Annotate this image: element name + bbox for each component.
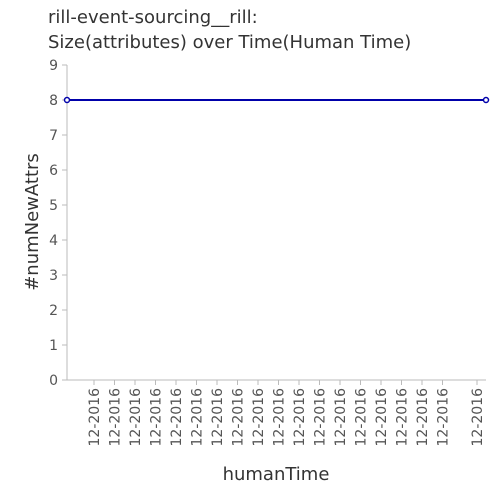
y-tick-label: 1	[49, 338, 58, 354]
y-tick-label: 7	[49, 128, 58, 144]
chart-title-line2: Size(attributes) over Time(Human Time)	[48, 32, 412, 53]
x-tick-label: 12-2016	[436, 388, 452, 447]
x-tick-label: 12-2016	[128, 388, 144, 447]
x-tick-label: 12-2016	[210, 388, 226, 447]
series-group	[63, 96, 490, 104]
y-tick-label: 0	[49, 373, 58, 389]
y-tick-label: 8	[49, 93, 58, 109]
y-axis: 0 1 2 3 4 5 6 7 8 9	[49, 58, 68, 389]
x-tick-label: 12-2016	[272, 388, 288, 447]
x-tick-label: 12-2016	[354, 388, 370, 447]
data-point	[63, 96, 71, 104]
x-axis: 12-2016 12-2016 12-2016 12-2016 12-2016 12-20…	[67, 379, 486, 447]
x-tick-label: 12-2016	[292, 388, 308, 447]
x-tick-label: 12-2016	[149, 388, 165, 447]
x-tick-label: 12-2016	[395, 388, 411, 447]
y-tick-label: 4	[49, 233, 58, 249]
x-tick-label: 12-2016	[313, 388, 329, 447]
x-tick-label: 12-2016	[251, 388, 267, 447]
y-tick-label: 6	[49, 163, 58, 179]
x-tick-label: 12-2016	[169, 388, 185, 447]
x-tick-label: 12-2016	[108, 388, 124, 447]
x-tick-label: 12-2016	[87, 388, 103, 447]
x-tick-label: 12-2016	[415, 388, 431, 447]
chart-title-line1: rill-event-sourcing__rill:	[48, 7, 258, 28]
x-tick-label: 12-2016	[333, 388, 349, 447]
x-tick-label: 12-2016	[231, 388, 247, 447]
data-point	[482, 96, 490, 104]
y-tick-label: 2	[49, 303, 58, 319]
x-tick-label: 12-2016	[190, 388, 206, 447]
y-axis-label: #numNewAttrs	[22, 153, 43, 291]
x-tick-label: 12-2016	[470, 388, 486, 447]
y-tick-label: 5	[49, 198, 58, 214]
x-tick-label: 12-2016	[374, 388, 390, 447]
x-axis-label: humanTime	[223, 464, 330, 485]
y-tick-label: 3	[49, 268, 58, 284]
y-tick-label: 9	[49, 58, 58, 74]
